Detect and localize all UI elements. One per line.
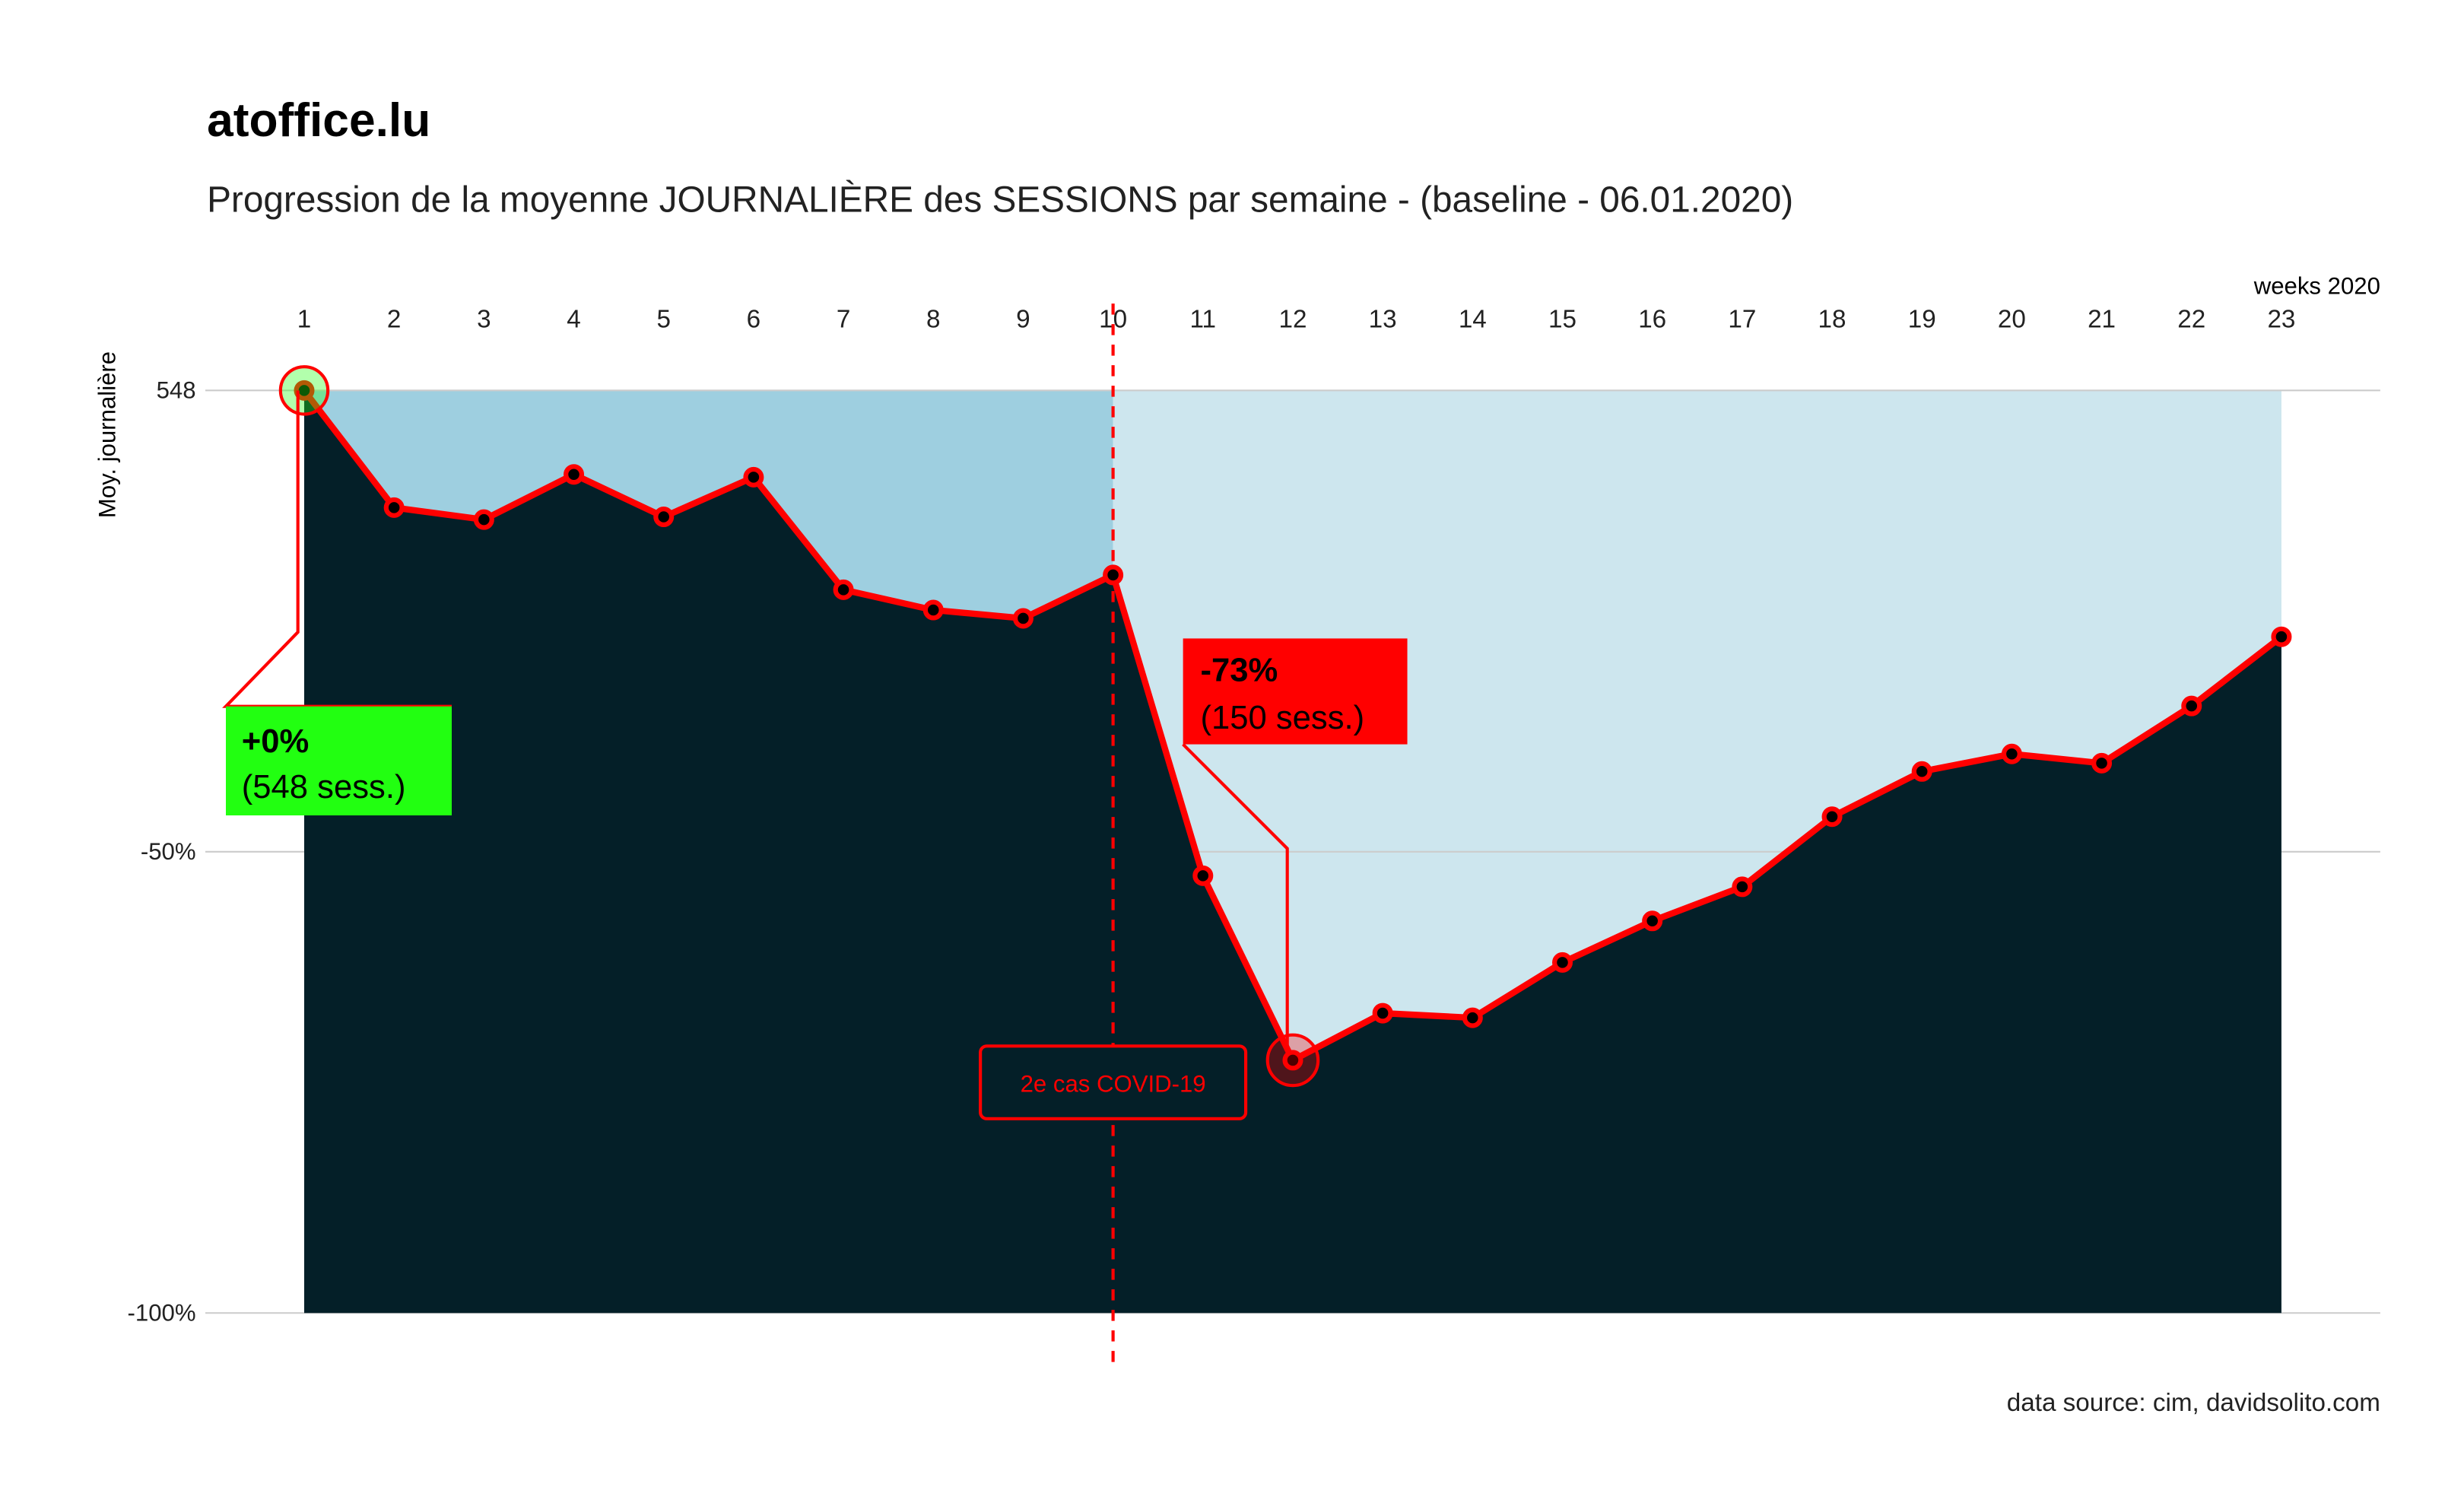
x-tick-label: 13 (1369, 305, 1397, 333)
point (743, 466, 764, 488)
y-axis-label: Moy. journalière (94, 351, 121, 518)
x-tick-label: 14 (1459, 305, 1487, 333)
caption: data source: cim, davidsolito.com (2007, 1389, 2380, 1417)
point (1372, 1002, 1393, 1024)
point (1911, 761, 1932, 782)
x-tick-label: 12 (1278, 305, 1307, 333)
event-box (979, 1044, 1248, 1120)
point (1551, 952, 1573, 973)
x-tick-label: 5 (656, 305, 670, 333)
y-tick-label: -100% (128, 1300, 196, 1326)
x-tick-label: 7 (837, 305, 850, 333)
point (833, 579, 854, 600)
point (1282, 1050, 1303, 1071)
x-tick-label: 6 (747, 305, 760, 333)
x-tick-label: 22 (2177, 305, 2205, 333)
x-tick-label: 11 (1190, 305, 1216, 333)
point (2001, 743, 2022, 764)
x-tick-label: 17 (1728, 305, 1756, 333)
x-tick-label: 16 (1638, 305, 1666, 333)
point (2271, 626, 2292, 647)
x-tick-label: 2 (387, 305, 401, 333)
point (1642, 910, 1663, 932)
x-axis-label: weeks 2020 (2253, 273, 2380, 300)
point (1821, 806, 1843, 828)
point (1462, 1007, 1483, 1028)
chart-title: atoffice.lu (207, 94, 430, 147)
annotation-label: +0% (242, 723, 310, 760)
x-tick-label: 15 (1548, 305, 1577, 333)
point (1192, 865, 1214, 886)
chart-subtitle: Progression de la moyenne JOURNALIÈRE de… (207, 180, 1793, 221)
x-tick-label: 1 (297, 305, 311, 333)
annotation-box (226, 706, 452, 816)
point (564, 464, 585, 485)
x-tick-label: 20 (1998, 305, 2026, 333)
area (303, 390, 2281, 1314)
x-tick-label: 21 (2088, 305, 2116, 333)
annotation-box (1183, 638, 1408, 745)
highlight (278, 365, 330, 416)
highlight (1265, 1033, 1320, 1088)
annotation-sublabel: (150 sess.) (1200, 700, 1364, 736)
x-tick-label: 23 (2267, 305, 2295, 333)
x-tick-label: 9 (1016, 305, 1030, 333)
connector (1182, 743, 1289, 1054)
x-tick-label: 8 (926, 305, 940, 333)
point (294, 380, 315, 401)
x-tick-label: 4 (567, 305, 580, 333)
point (383, 497, 405, 518)
point (1012, 608, 1034, 629)
annotation-label: -73% (1200, 653, 1278, 689)
point (473, 509, 494, 530)
point (2181, 695, 2202, 716)
event-label: 2e cas COVID-19 (1021, 1071, 1206, 1098)
point (1103, 564, 1124, 586)
x-tick-label: 3 (477, 305, 491, 333)
point (922, 599, 944, 621)
y-tick-label: 548 (157, 377, 196, 404)
point (1732, 876, 1753, 898)
annotation-sublabel: (548 sess.) (242, 769, 406, 805)
x-tick-label: 19 (1908, 305, 1936, 333)
y-tick-label: -50% (141, 838, 196, 865)
point (2091, 752, 2113, 774)
point (653, 507, 675, 528)
x-tick-label: 18 (1818, 305, 1846, 333)
